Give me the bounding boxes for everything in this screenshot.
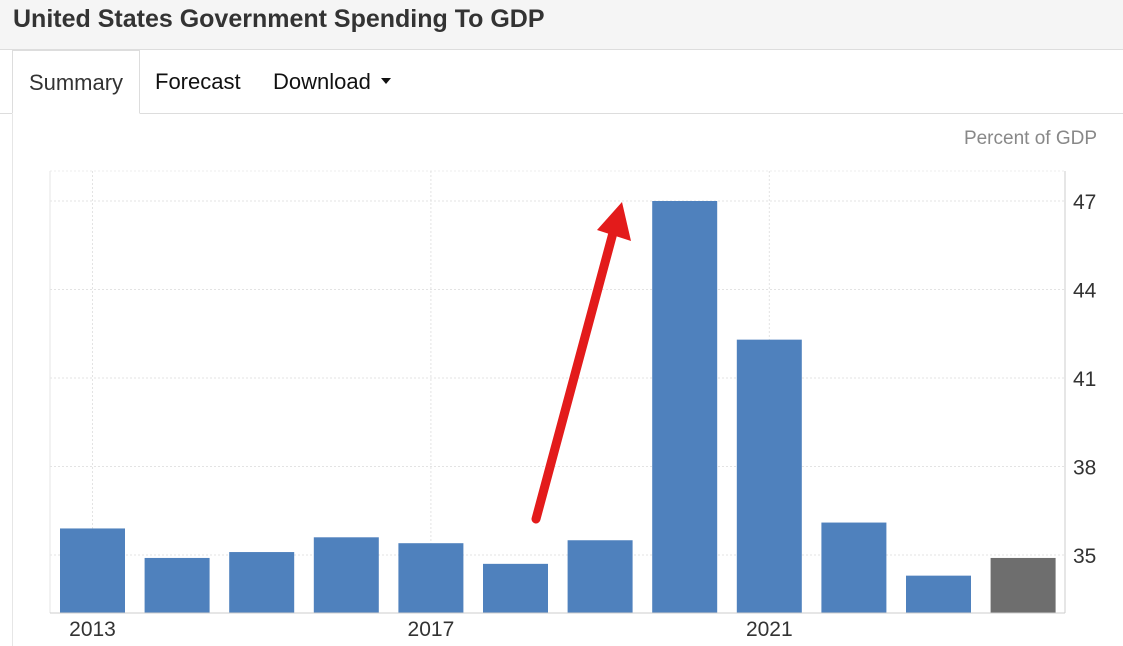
bar-2016 — [313, 537, 379, 613]
y-tick-label: 35 — [1073, 545, 1096, 568]
tab-download-label: Download — [273, 69, 371, 94]
bar-2020 — [652, 201, 718, 613]
bar-2015 — [229, 552, 295, 613]
y-tick-label: 41 — [1073, 368, 1096, 391]
caret-down-icon — [380, 78, 391, 85]
x-tick-label: 2021 — [746, 618, 793, 641]
tab-download[interactable]: Download — [273, 50, 391, 113]
bar-2018 — [483, 563, 548, 613]
bar-2021 — [736, 339, 802, 613]
bar-2022 — [821, 522, 887, 613]
y-tick-label: 47 — [1073, 191, 1096, 214]
tab-forecast[interactable]: Forecast — [155, 50, 241, 113]
bar-2024 — [990, 557, 1056, 613]
unit-label: Percent of GDP — [963, 128, 1097, 149]
tab-summary-label: Summary — [28, 70, 124, 95]
bar-2013 — [60, 528, 125, 613]
panel-border — [12, 114, 13, 646]
y-tick-label: 38 — [1073, 457, 1096, 480]
tab-bar: Summary Forecast Download — [0, 50, 1123, 114]
y-tick-label: 44 — [1073, 280, 1097, 303]
page-title: United States Government Spending To GDP — [13, 5, 545, 33]
bar-2017 — [398, 543, 464, 613]
x-tick-label: 2017 — [408, 618, 455, 641]
bar-2023 — [906, 575, 971, 613]
x-tick-label: 2013 — [69, 618, 116, 641]
bar-2019 — [567, 540, 633, 613]
title-bar: United States Government Spending To GDP — [0, 0, 1123, 50]
bar-2014 — [144, 557, 210, 613]
tab-summary[interactable]: Summary — [12, 50, 140, 114]
tab-forecast-label: Forecast — [155, 69, 241, 94]
